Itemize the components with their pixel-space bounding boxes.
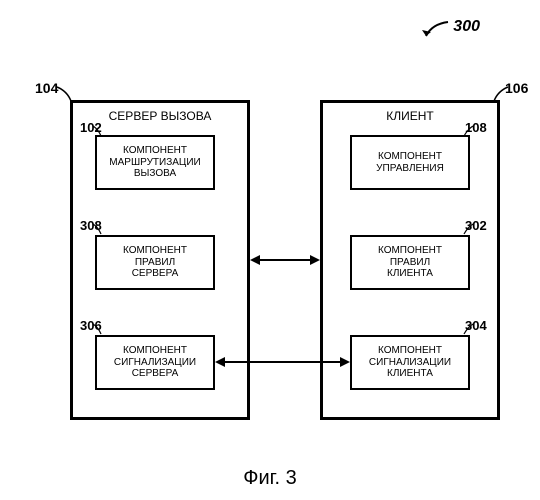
comp-line: ПРАВИЛ (135, 257, 175, 269)
comp-line: СИГНАЛИЗАЦИИ (369, 357, 451, 369)
comp-line: ВЫЗОВА (134, 168, 176, 180)
comp-line: КОМПОНЕНТ (123, 145, 187, 157)
comp-call-routing: КОМПОНЕНТ МАРШРУТИЗАЦИИ ВЫЗОВА (95, 135, 215, 190)
comp-line: СЕРВЕРА (132, 368, 179, 380)
server-ref-leader (55, 85, 75, 105)
comp-line: УПРАВЛЕНИЯ (376, 163, 444, 175)
connector-boxes (250, 252, 320, 268)
figure-ref-number: 300 (453, 18, 480, 36)
figure-caption: Фиг. 3 (0, 467, 540, 490)
figure-ref-arrow (422, 20, 450, 40)
comp-client-signaling: КОМПОНЕНТ СИГНАЛИЗАЦИИ КЛИЕНТА (350, 335, 470, 390)
leader-308 (92, 223, 104, 237)
leader-108 (462, 125, 474, 139)
leader-304 (462, 323, 474, 337)
comp-line: КОМПОНЕНТ (378, 345, 442, 357)
comp-server-rules: КОМПОНЕНТ ПРАВИЛ СЕРВЕРА (95, 235, 215, 290)
connector-signaling (215, 354, 350, 370)
diagram-canvas: 300 СЕРВЕР ВЫЗОВА 104 КОМПОНЕНТ МАРШРУТИ… (0, 0, 540, 500)
comp-line: СИГНАЛИЗАЦИИ (114, 357, 196, 369)
comp-line: ПРАВИЛ (390, 257, 430, 269)
leader-302 (462, 223, 474, 237)
comp-line: КЛИЕНТА (387, 268, 433, 280)
comp-line: КОМПОНЕНТ (123, 345, 187, 357)
comp-server-signaling: КОМПОНЕНТ СИГНАЛИЗАЦИИ СЕРВЕРА (95, 335, 215, 390)
leader-102 (92, 125, 104, 139)
comp-line: КОМПОНЕНТ (378, 151, 442, 163)
comp-line: КЛИЕНТА (387, 368, 433, 380)
leader-306 (92, 323, 104, 337)
comp-line: СЕРВЕРА (132, 268, 179, 280)
comp-line: МАРШРУТИЗАЦИИ (109, 157, 200, 169)
comp-line: КОМПОНЕНТ (378, 245, 442, 257)
comp-client-rules: КОМПОНЕНТ ПРАВИЛ КЛИЕНТА (350, 235, 470, 290)
comp-control: КОМПОНЕНТ УПРАВЛЕНИЯ (350, 135, 470, 190)
comp-line: КОМПОНЕНТ (123, 245, 187, 257)
client-ref-leader (492, 85, 512, 105)
